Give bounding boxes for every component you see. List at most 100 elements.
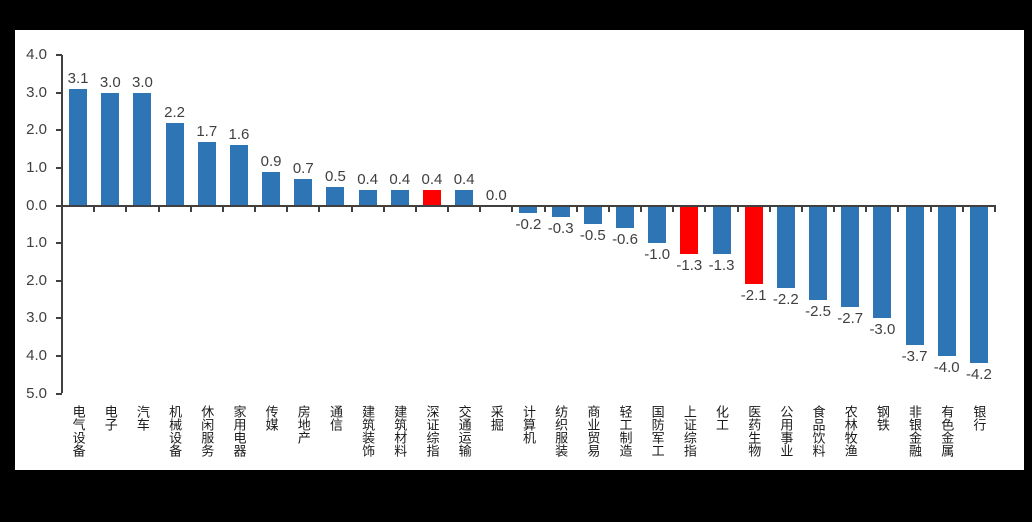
x-category-label: 汽车 <box>134 405 150 431</box>
x-category-label: 国防军工 <box>649 405 665 457</box>
y-axis-tick-label: 1.0 <box>26 158 47 176</box>
bar <box>937 205 956 356</box>
x-category-label: 钢铁 <box>874 405 890 431</box>
x-category-label: 计算机 <box>520 405 536 444</box>
y-axis-tick <box>56 204 62 207</box>
x-axis-tick <box>189 206 192 212</box>
x-category-label: 公用事业 <box>778 405 794 457</box>
y-axis-tick <box>56 166 62 169</box>
bar <box>809 205 828 300</box>
bar <box>197 141 216 206</box>
x-category-label: 银行 <box>971 405 987 431</box>
bar <box>712 205 731 255</box>
x-category-label: 有色金属 <box>939 405 955 457</box>
bar <box>551 205 570 217</box>
bar-value-label: 0.4 <box>389 171 411 189</box>
bar <box>294 179 313 206</box>
bar <box>648 205 667 244</box>
bar <box>680 205 699 255</box>
x-axis-tick <box>929 206 932 212</box>
x-axis-tick <box>607 206 610 212</box>
x-category-label: 农林牧渔 <box>842 405 858 457</box>
x-category-label: 机械设备 <box>167 405 183 457</box>
bar <box>262 171 281 206</box>
x-category-label: 休闲服务 <box>199 405 215 457</box>
x-axis-tick <box>704 206 707 212</box>
x-axis-tick <box>993 206 996 212</box>
bar-value-label: -3.0 <box>869 321 896 339</box>
bar <box>422 190 441 206</box>
x-axis-tick <box>286 206 289 212</box>
x-axis-tick <box>125 206 128 212</box>
bar-value-label: -3.7 <box>901 347 928 365</box>
x-category-label: 商业贸易 <box>585 405 601 457</box>
bar-value-label: -0.5 <box>579 227 606 245</box>
x-category-label: 上证综指 <box>681 405 697 457</box>
bar-value-label: -2.5 <box>805 302 831 320</box>
bar <box>69 88 88 206</box>
bar-value-label: -1.0 <box>644 246 671 264</box>
x-axis-tick <box>157 206 160 212</box>
bar <box>776 205 795 289</box>
bar <box>969 205 988 364</box>
y-axis-tick-label: 4.0 <box>26 346 47 364</box>
bar-value-label: 1.7 <box>196 122 218 140</box>
x-axis-line <box>61 204 996 207</box>
bar-value-label: 0.4 <box>453 171 475 189</box>
y-axis-tick <box>56 242 62 245</box>
bar-value-label: -2.7 <box>837 310 864 328</box>
x-category-label: 纺织服装 <box>553 405 569 457</box>
x-axis-tick <box>93 206 96 212</box>
bar-value-label: -0.3 <box>547 219 574 237</box>
bar <box>744 205 763 285</box>
x-axis-tick <box>221 206 224 212</box>
bar-value-label: 0.0 <box>485 186 507 204</box>
x-axis-tick <box>447 206 450 212</box>
bar <box>873 205 892 319</box>
sector-performance-bar-chart: 3.1 电气设备 3.0 电子 3.0 汽车 2.2 机械设备 1.7 休闲服务 1.6 家用电器 0.… <box>15 30 1024 470</box>
x-axis-tick <box>511 206 514 212</box>
y-axis-tick-label: 2.0 <box>26 121 47 139</box>
bar-value-label: -0.6 <box>612 231 638 249</box>
x-axis-tick <box>672 206 675 212</box>
x-category-label: 食品饮料 <box>810 405 826 457</box>
bar <box>455 190 474 206</box>
x-category-label: 化工 <box>714 405 730 431</box>
bar-value-label: 0.9 <box>260 152 282 170</box>
y-axis-tick <box>56 317 62 320</box>
bar <box>390 190 409 206</box>
bar-value-label: 2.2 <box>164 103 186 121</box>
bar-value-label: 0.4 <box>421 171 443 189</box>
bar-value-label: 0.4 <box>357 171 379 189</box>
x-axis-tick <box>575 206 578 212</box>
bar <box>229 145 248 206</box>
bar-value-label: 3.0 <box>131 73 153 91</box>
bar <box>133 92 152 206</box>
x-category-label: 深证综指 <box>424 405 440 457</box>
bar-value-label: 3.1 <box>67 69 89 87</box>
chart-panel: 3.1 电气设备 3.0 电子 3.0 汽车 2.2 机械设备 1.7 休闲服务 1.6 家用电器 0.… <box>15 30 1024 470</box>
x-category-label: 通信 <box>327 405 343 431</box>
bar-value-label: -0.2 <box>515 216 542 234</box>
x-axis-tick <box>254 206 257 212</box>
x-axis-tick <box>961 206 964 212</box>
x-axis-tick <box>318 206 321 212</box>
bar-value-label: 3.0 <box>99 73 121 91</box>
bar <box>583 205 602 225</box>
y-axis-tick <box>56 354 62 357</box>
bar-value-label: 0.5 <box>325 167 346 185</box>
bar <box>519 205 538 214</box>
y-axis-tick-label: 3.0 <box>26 309 47 327</box>
x-axis-tick <box>768 206 771 212</box>
y-axis-tick <box>56 54 62 57</box>
bar <box>841 205 860 308</box>
y-axis-tick <box>56 279 62 282</box>
x-axis-tick <box>865 206 868 212</box>
bar-value-label: -2.1 <box>740 287 767 305</box>
x-axis-tick <box>800 206 803 212</box>
x-axis-tick <box>640 206 643 212</box>
x-category-label: 采掘 <box>488 405 504 431</box>
bar <box>358 190 377 206</box>
y-axis-tick-label: 1.0 <box>26 234 47 252</box>
bar-value-label: 0.7 <box>292 160 314 178</box>
